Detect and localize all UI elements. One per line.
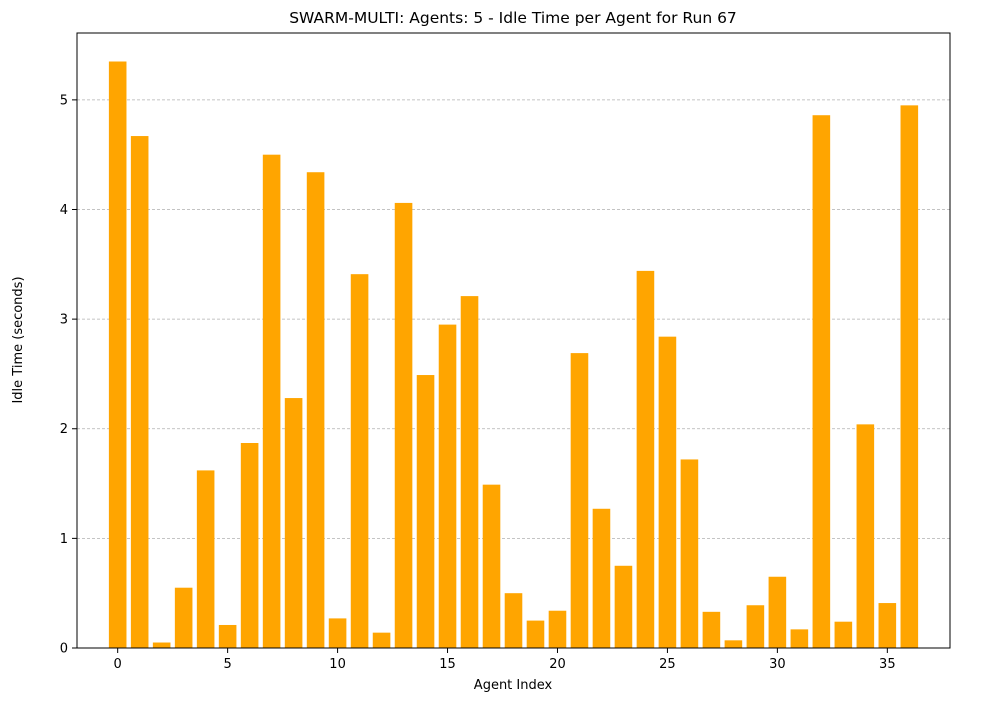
x-tick-label: 0 [114,657,122,672]
bar-agent-14 [416,375,435,648]
bar-agent-29 [746,605,765,648]
chart-title: SWARM-MULTI: Agents: 5 - Idle Time per A… [289,9,737,27]
gridlines [77,99,950,539]
bar-agent-6 [240,443,259,648]
bar-agent-26 [680,459,699,648]
bar-agent-25 [658,336,677,648]
bar-agent-8 [284,398,303,648]
bar-agent-20 [548,610,567,648]
x-tick-label: 15 [439,657,456,672]
bar-agent-21 [570,353,589,648]
bar-agent-23 [614,565,633,648]
x-tick-label: 20 [549,657,566,672]
bar-agent-19 [526,620,545,648]
x-tick-label: 30 [769,657,786,672]
y-tick-label: 5 [60,93,68,108]
bar-agent-22 [592,508,611,648]
bar-agent-0 [108,61,127,648]
bar-agent-16 [460,296,479,648]
x-tick-label: 5 [223,657,231,672]
y-tick-label: 1 [60,532,68,547]
bar-agent-5 [218,624,237,648]
bar-agent-30 [768,576,787,648]
bar-agent-17 [482,484,501,648]
bar-agent-34 [856,424,875,648]
bar-agent-11 [350,274,369,648]
bar-agent-1 [130,136,149,648]
bar-agent-18 [504,593,523,648]
x-axis-ticks: 0 5 10 15 20 25 30 35 [114,648,896,672]
y-tick-label: 4 [60,203,68,218]
bar-agent-33 [834,621,853,648]
bar-agent-12 [372,632,391,648]
x-tick-label: 10 [329,657,346,672]
plot-frame [76,32,951,649]
bar-agent-28 [724,640,743,648]
bar-agent-13 [394,202,413,648]
bar-agent-15 [438,324,457,648]
y-tick-label: 3 [60,313,68,328]
bar-agent-35 [878,603,897,648]
bar-agent-2 [152,642,171,648]
y-tick-label: 0 [60,642,68,657]
bar-agent-24 [636,270,655,648]
x-tick-label: 35 [879,657,896,672]
bar-agent-32 [812,115,831,649]
y-axis-ticks: 0 1 2 3 4 5 [60,93,77,657]
bar-agent-4 [196,470,215,648]
bar-agent-3 [174,587,193,648]
bar-agent-10 [328,618,347,648]
bar-agent-27 [702,611,721,648]
bar-agent-31 [790,629,809,648]
y-axis-label: Idle Time (seconds) [11,276,26,403]
x-tick-label: 25 [659,657,676,672]
bar-agent-9 [306,172,325,648]
bar-agent-36 [900,105,919,648]
x-axis-label: Agent Index [474,678,553,693]
bars [108,61,919,649]
bar-agent-7 [262,154,281,648]
y-tick-label: 2 [60,422,68,437]
